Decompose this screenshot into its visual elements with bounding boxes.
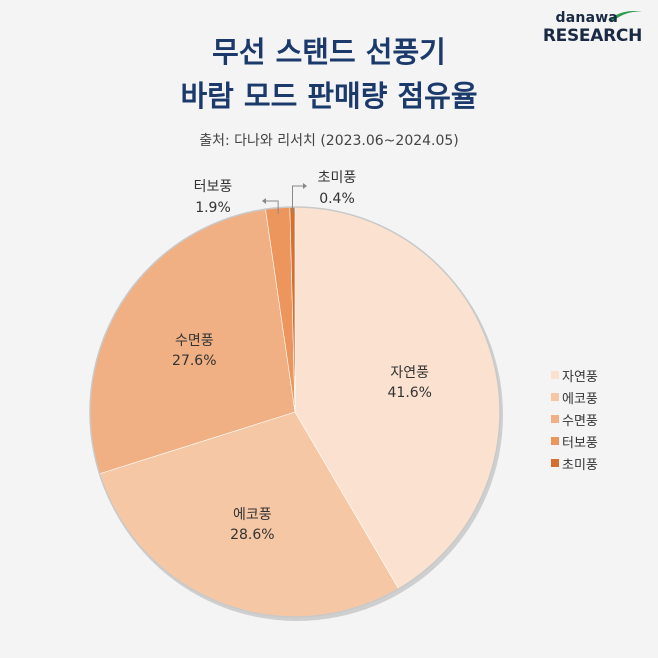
- legend-swatch-5: [551, 459, 559, 467]
- logo-danawa-text: danawa: [555, 10, 618, 26]
- legend-swatch-4: [551, 437, 559, 445]
- slice-label-value-3: 27.6%: [172, 353, 216, 369]
- leader-line-5: [292, 185, 303, 214]
- legend-label-4: 터보풍: [562, 435, 598, 451]
- logo-research-text: RESEARCH: [543, 26, 642, 46]
- leader-line-4: [266, 200, 279, 214]
- slice-label-value-4: 1.9%: [195, 200, 231, 216]
- legend-swatch-3: [551, 415, 559, 423]
- slice-label-name-2: 에코풍: [233, 507, 272, 523]
- source-note: 출처: 다나와 리서치 (2023.06~2024.05): [199, 133, 459, 149]
- slice-label-value-2: 28.6%: [230, 527, 274, 543]
- slice-label-name-3: 수면풍: [175, 333, 214, 349]
- leader-arrow-4: [262, 198, 266, 204]
- legend-item-5: 초미풍: [551, 452, 598, 474]
- page-title: 무선 스탠드 선풍기 바람 모드 판매량 점유율: [0, 30, 658, 118]
- legend-item-4: 터보풍: [551, 430, 598, 452]
- slice-label-name-1: 자연풍: [390, 365, 429, 381]
- slice-label-value-1: 41.6%: [388, 385, 432, 401]
- title-line-1: 무선 스탠드 선풍기: [212, 35, 446, 69]
- slice-label-name-5: 초미풍: [318, 170, 357, 186]
- legend-label-5: 초미풍: [562, 457, 598, 473]
- legend-swatch-2: [551, 393, 559, 401]
- pie-outline: [89, 206, 501, 618]
- slice-label-value-5: 0.4%: [319, 191, 355, 207]
- danawa-research-logo: danawa RESEARCH: [524, 6, 644, 46]
- title-line-2: 바람 모드 판매량 점유율: [180, 79, 478, 113]
- legend-swatch-1: [551, 371, 559, 379]
- legend-label-2: 에코풍: [562, 391, 598, 407]
- logo-swoosh-icon: [608, 11, 642, 22]
- legend-label-3: 수면풍: [562, 413, 598, 429]
- logo-search-text: SEARCH: [566, 26, 642, 46]
- legend-item-3: 수면풍: [551, 408, 598, 430]
- legend-label-1: 자연풍: [562, 369, 598, 385]
- slice-label-name-4: 터보풍: [194, 179, 233, 195]
- leader-arrow-5: [303, 183, 307, 189]
- legend-item-1: 자연풍: [551, 364, 598, 386]
- legend-item-2: 에코풍: [551, 386, 598, 408]
- logo-re-text: RE: [542, 26, 567, 46]
